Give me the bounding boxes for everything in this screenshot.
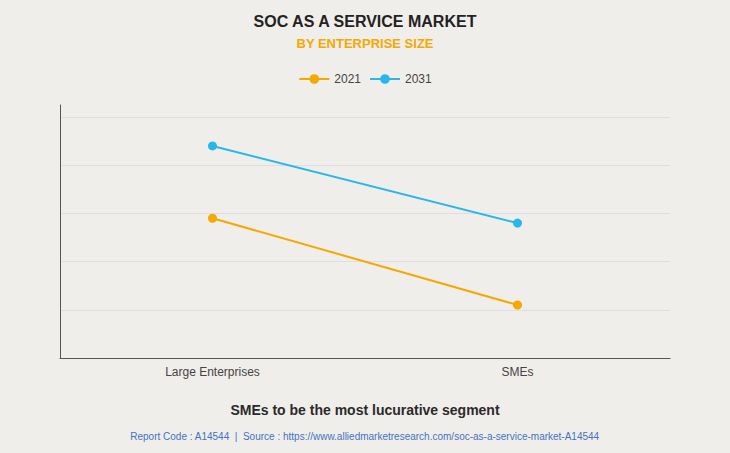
svg-text:2021: 2021 xyxy=(334,72,361,86)
svg-text:SMEs: SMEs xyxy=(501,365,533,379)
svg-text:SOC AS A SERVICE MARKET: SOC AS A SERVICE MARKET xyxy=(254,13,477,30)
svg-text:Large Enterprises: Large Enterprises xyxy=(165,365,260,379)
svg-text:SMEs to be the most lucurative: SMEs to be the most lucurative segment xyxy=(230,402,500,418)
svg-text:Report Code : A14544 | Sourc: Report Code : A14544 | Source : https://… xyxy=(130,431,599,442)
svg-text:BY ENTERPRISE SIZE: BY ENTERPRISE SIZE xyxy=(296,36,433,51)
svg-text:2031: 2031 xyxy=(405,72,432,86)
